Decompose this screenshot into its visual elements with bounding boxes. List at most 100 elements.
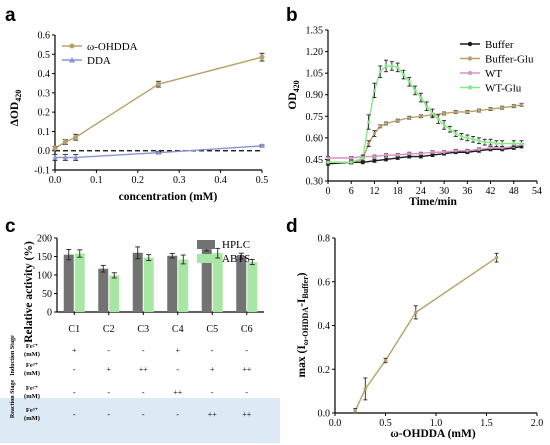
data-point (396, 119, 400, 123)
data-point (407, 116, 411, 120)
data-point (396, 156, 400, 160)
data-point (500, 146, 504, 150)
table-row-label: Fe²⁺ (26, 343, 38, 350)
data-point (383, 358, 388, 363)
x-tick-label: 0.5 (379, 418, 392, 429)
table-cell: - (142, 346, 145, 355)
x-tick-label: 0.5 (256, 175, 269, 186)
legend-swatch (197, 240, 215, 249)
panel-a-ylabel-main: ΔOD (9, 102, 21, 126)
legend-label: DDA (87, 55, 111, 67)
data-point (483, 140, 487, 144)
data-point (454, 131, 458, 136)
table-cell: ++ (173, 388, 183, 397)
data-point (419, 114, 423, 118)
bar (132, 252, 143, 312)
data-point (407, 80, 411, 84)
table-cell: - (245, 388, 248, 397)
stage-label: Induction Stage (10, 335, 16, 376)
data-point (477, 139, 481, 143)
x-tick-label: 24 (416, 186, 426, 197)
table-cell: - (245, 346, 248, 355)
panel-d-ylabel-sub1: ω-OHDDA (301, 307, 310, 346)
y-tick-label: 0.2 (318, 365, 331, 376)
table-row-unit: (mM) (24, 415, 40, 422)
y-tick-label: 0.8 (318, 234, 331, 245)
x-tick-label: 36 (462, 186, 472, 197)
legend-label: Buffer-Glu (485, 54, 534, 66)
y-tick-label: 200 (37, 234, 52, 245)
table-cell: - (142, 388, 145, 397)
table-cell: ++ (242, 410, 252, 419)
legend-label: HPLC (222, 239, 250, 251)
table-cell: - (107, 388, 110, 397)
y-tick-label: 0.4 (318, 321, 331, 332)
x-tick-label: 1.0 (430, 418, 443, 429)
panel-a-ylabel: ΔOD420 (9, 90, 23, 126)
bar (63, 254, 74, 312)
data-point (378, 70, 382, 74)
table-cell: + (210, 365, 215, 374)
bar (212, 253, 223, 312)
data-point (471, 137, 475, 141)
category-label: C3 (137, 324, 149, 335)
table-cell: ++ (208, 410, 218, 419)
x-tick-label: 0.0 (49, 175, 62, 186)
x-tick-label: 0.4 (214, 175, 227, 186)
y-tick-label: 0.90 (306, 90, 324, 101)
data-point (396, 153, 400, 157)
data-point (519, 103, 524, 107)
data-point (62, 154, 68, 160)
data-point (349, 160, 353, 164)
panel-b-letter: b (286, 5, 298, 26)
legend-swatch-marker (69, 43, 75, 49)
category-label: C1 (68, 324, 80, 335)
table-cell: - (73, 388, 76, 397)
bar (178, 259, 189, 312)
x-tick-label: 0 (326, 186, 331, 197)
data-point (259, 142, 265, 148)
panel-b-xlabel: Time/min (409, 196, 457, 208)
panel-a-letter: a (5, 5, 16, 26)
panel-d-ylabel: max (Iω-OHDDA-IBuffer) (296, 272, 310, 377)
x-tick-label: 12 (369, 186, 379, 197)
table-cell: + (72, 346, 77, 355)
y-tick-label: 0.4 (38, 69, 51, 80)
data-point (419, 95, 423, 100)
table-cell: - (142, 410, 145, 419)
data-point (465, 110, 469, 114)
data-point (52, 145, 58, 151)
data-point (488, 146, 493, 150)
data-point (390, 64, 394, 68)
data-point (326, 160, 330, 164)
data-point (156, 81, 161, 87)
panel-b-ylabel-main: OD (287, 92, 299, 109)
data-point (62, 139, 68, 145)
data-point (367, 120, 371, 124)
legend-label: WT (485, 68, 502, 80)
y-tick-label: 0.6 (38, 31, 51, 42)
data-point (372, 131, 377, 136)
panel-c-chart: 0 50 100 150 200 C1 C2 C3 C4 C5 C6 HPLC ABTS Inductio… (10, 234, 264, 422)
data-point (419, 154, 423, 159)
table-cell: - (107, 410, 110, 419)
panel-a-ylabel-sub: 420 (14, 90, 23, 102)
x-tick-label: 42 (486, 186, 496, 197)
x-tick-label: 48 (509, 186, 519, 197)
table-cell: - (176, 410, 179, 419)
x-tick-label: 54 (532, 186, 542, 197)
data-point (413, 88, 417, 92)
table-cell: - (211, 346, 214, 355)
reaction-stage-band (0, 398, 280, 443)
panel-a-chart: 0.0 0.1 0.2 0.3 0.4 0.5-0.10.00.10.20.30.40.5… (34, 31, 268, 187)
bar (201, 249, 212, 312)
series-line (54, 56, 263, 149)
y-tick-label: 0.3 (38, 88, 51, 99)
data-point (465, 136, 469, 140)
bar (109, 275, 120, 312)
y-tick-label: 0.0 (318, 409, 331, 420)
y-tick-label: 0.30 (306, 177, 324, 188)
table-row-label: Fe³⁺ (26, 407, 38, 414)
table-row-unit: (mM) (24, 370, 40, 377)
data-point (488, 140, 493, 144)
